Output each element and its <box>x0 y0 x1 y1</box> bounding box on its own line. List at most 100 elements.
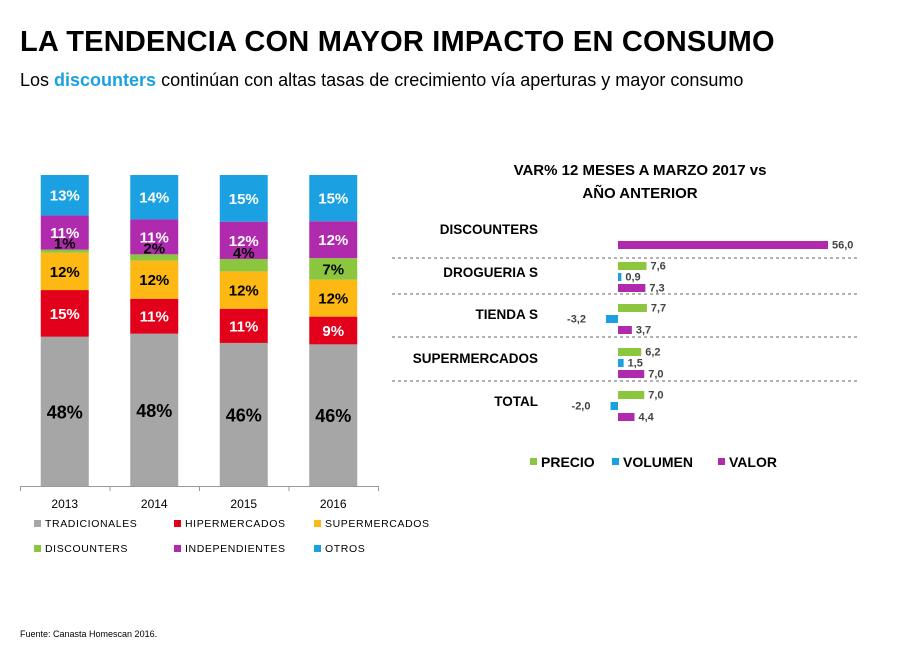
stacked-data-label: 13% <box>50 188 80 205</box>
x-tick-label: 2013 <box>51 497 78 511</box>
bar-precio-1 <box>618 262 647 270</box>
legend-label-valor: VALOR <box>729 454 777 470</box>
legend-swatch-volumen <box>612 458 619 465</box>
stacked-segment-supermercados-2016 <box>309 279 358 317</box>
stacked-data-label: 48% <box>47 402 83 422</box>
chart-title-line: AÑO ANTERIOR <box>582 184 697 202</box>
legend-label-volumen: VOLUMEN <box>623 454 693 470</box>
stacked-segment-hipermercados-2015 <box>219 308 268 343</box>
bar-valor-1 <box>618 284 646 292</box>
legend-label-discounters: DISCOUNTERS <box>45 543 128 555</box>
stacked-segment-hipermercados-2016 <box>309 316 358 345</box>
legend-swatch-discounters <box>34 545 41 552</box>
stacked-data-label: 12% <box>139 272 169 289</box>
category-label: DISCOUNTERS <box>440 222 538 237</box>
bar-valor-3 <box>618 370 645 378</box>
stacked-data-label: 12% <box>229 233 259 250</box>
bar-volumen-4 <box>610 402 618 410</box>
category-label: TIENDA S <box>475 307 538 322</box>
bar-data-label: 1,5 <box>628 358 643 370</box>
stacked-segment-hipermercados-2014 <box>130 298 179 334</box>
stacked-data-label: 12% <box>318 232 348 249</box>
subtitle-text-start: Los <box>20 70 55 90</box>
stacked-segment-independientes-2014 <box>130 219 179 255</box>
x-tick-label: 2015 <box>230 497 257 511</box>
stacked-data-label: 11% <box>140 309 169 326</box>
x-tick-label: 2016 <box>320 497 347 511</box>
stacked-data-label: 12% <box>318 291 348 308</box>
stacked-data-label: 11% <box>50 225 79 242</box>
legend-swatch-supermercados <box>314 520 321 527</box>
stacked-data-label: 46% <box>226 405 262 425</box>
stacked-data-label: 2% <box>143 240 165 257</box>
bar-valor-2 <box>618 326 632 334</box>
bar-data-label: 7,6 <box>651 261 666 273</box>
legend-swatch-hipermercados <box>174 520 181 527</box>
legend-label-supermercados: SUPERMERCADOS <box>325 518 430 530</box>
stacked-segment-independientes-2013 <box>40 215 89 250</box>
category-label: TOTAL <box>494 394 538 409</box>
stacked-data-label: 15% <box>318 191 348 208</box>
stacked-segment-otros-2013 <box>40 175 89 216</box>
bar-data-label: 56,0 <box>832 240 853 252</box>
legend-label-independientes: INDEPENDIENTES <box>185 543 286 555</box>
stacked-segment-supermercados-2014 <box>130 260 179 299</box>
stacked-segment-independientes-2015 <box>219 221 268 259</box>
bar-data-label: 7,7 <box>651 303 666 315</box>
bar-data-label: -2,0 <box>572 401 591 413</box>
bar-volumen-1 <box>618 273 622 281</box>
subtitle-highlight: discounters <box>54 70 157 90</box>
stacked-data-label: 7% <box>322 261 344 278</box>
legend-swatch-valor <box>718 458 725 465</box>
legend-swatch-independientes <box>174 545 181 552</box>
legend-swatch-precio <box>530 458 537 465</box>
stacked-segment-hipermercados-2013 <box>40 290 89 337</box>
page-subtitle: Los discounters continúan con altas tasa… <box>20 70 743 91</box>
bar-volumen-2 <box>606 315 618 323</box>
stacked-segment-tradicionales-2016 <box>309 344 358 486</box>
stacked-segment-independientes-2016 <box>309 221 358 259</box>
chart-title-line: VAR% 12 MESES A MARZO 2017 vs <box>514 162 767 179</box>
bar-volumen-3 <box>618 359 624 367</box>
stacked-data-label: 15% <box>229 191 259 208</box>
stacked-segment-otros-2016 <box>309 175 358 222</box>
bar-data-label: -3,2 <box>567 314 586 326</box>
stacked-data-label: 11% <box>140 229 169 246</box>
stacked-data-label: 12% <box>50 264 80 281</box>
stacked-data-label: 12% <box>229 283 259 300</box>
bar-data-label: 3,7 <box>636 325 651 337</box>
legend-label-tradicionales: TRADICIONALES <box>45 518 137 530</box>
bar-data-label: 7,0 <box>648 390 663 402</box>
legend-swatch-otros <box>314 545 321 552</box>
bar-data-label: 0,9 <box>625 272 640 284</box>
legend-label-otros: OTROS <box>325 543 365 555</box>
bar-valor-4 <box>618 413 635 421</box>
bar-data-label: 6,2 <box>645 347 660 359</box>
stacked-segment-supermercados-2013 <box>40 252 89 291</box>
page-title: LA TENDENCIA CON MAYOR IMPACTO EN CONSUM… <box>20 26 775 58</box>
stacked-data-label: 11% <box>229 318 258 335</box>
stacked-data-label: 9% <box>322 323 344 340</box>
stacked-segment-discounters-2013 <box>40 249 89 253</box>
source-note: Fuente: Canasta Homescan 2016. <box>20 629 158 639</box>
bar-valor-0 <box>618 241 828 249</box>
stacked-data-label: 1% <box>54 236 76 253</box>
stacked-data-label: 46% <box>315 406 351 426</box>
stacked-segment-tradicionales-2014 <box>130 333 179 486</box>
bar-data-label: 4,4 <box>639 412 655 424</box>
legend-label-hipermercados: HIPERMERCADOS <box>185 518 286 530</box>
category-label: DROGUERIA S <box>443 265 538 280</box>
bar-precio-2 <box>618 304 647 312</box>
x-tick-label: 2014 <box>141 497 168 511</box>
stacked-segment-discounters-2015 <box>219 258 268 272</box>
stacked-data-label: 48% <box>136 401 172 421</box>
bar-precio-3 <box>618 348 642 356</box>
stacked-segment-supermercados-2015 <box>219 271 268 309</box>
stacked-segment-tradicionales-2015 <box>219 342 268 486</box>
subtitle-text-end: continúan con altas tasas de crecimiento… <box>156 70 744 90</box>
stacked-data-label: 14% <box>139 190 169 207</box>
stacked-segment-otros-2015 <box>219 175 268 222</box>
stacked-segment-discounters-2014 <box>130 254 179 261</box>
